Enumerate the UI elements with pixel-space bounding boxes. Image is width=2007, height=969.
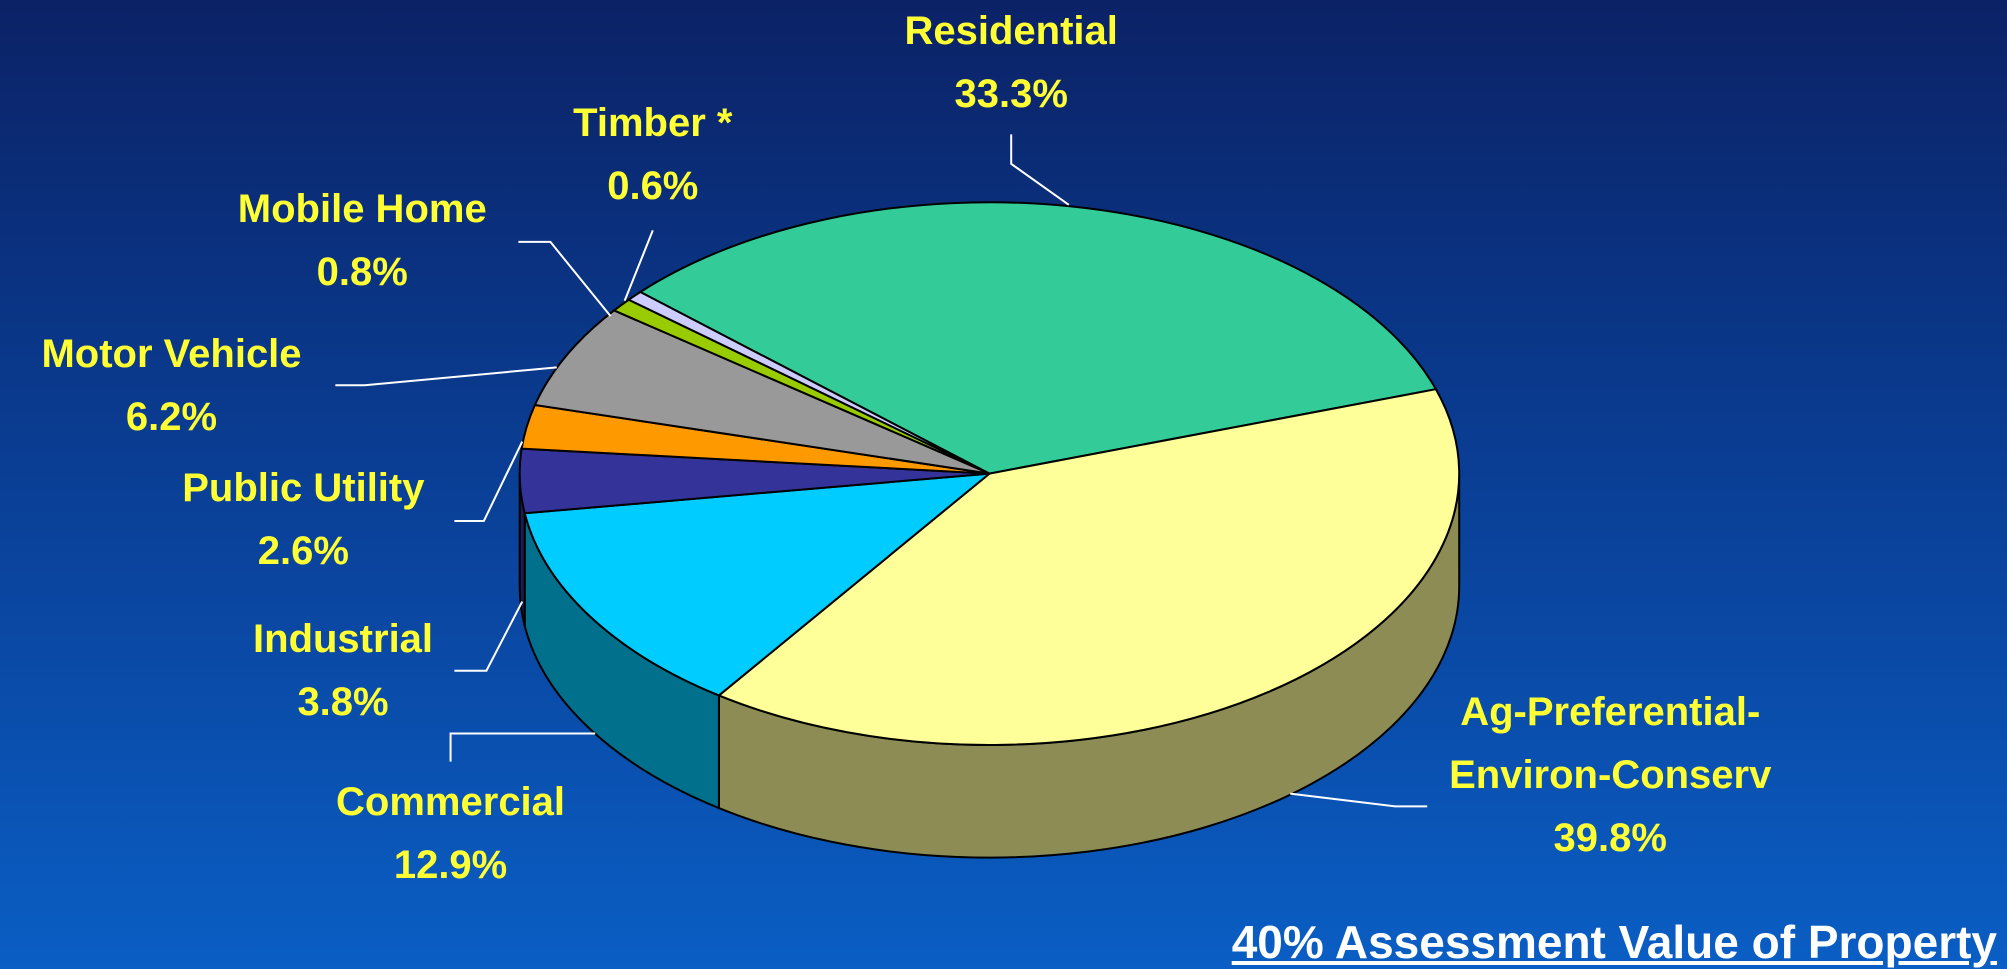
slice-label: Residential 33.3% [811,0,1211,126]
value-label: 33.3% [954,72,1068,116]
slice [626,290,990,475]
value-label: 0.6% [607,164,699,209]
leader-line [518,240,612,317]
category-label: Mobile Home [237,186,487,231]
leader-line [1010,134,1070,206]
value-label: 0.8% [316,249,408,294]
slice-label: Mobile Home 0.8% [162,178,562,304]
slice-label: Motor Vehicle 6.2% [0,323,372,449]
leader-line [454,441,524,522]
leader-line [454,601,524,672]
value-label: 39.8% [1553,815,1667,860]
category-label: Public Utility [182,465,425,510]
leader-line [1290,792,1428,808]
category-label: Commercial [336,779,566,824]
slice-label: Timber * 0.6% [453,92,853,218]
slice-label: Industrial 3.8% [143,608,543,734]
value-label: 6.2% [125,394,218,439]
category-label: Residential [904,9,1118,53]
slice-label: Public Utility 2.6% [103,457,503,583]
category-label: Timber * [573,101,733,146]
leader-line [449,732,596,762]
value-label: 3.8% [297,680,389,724]
leader-line [335,366,557,387]
slice [638,201,1438,475]
value-label: 12.9% [393,842,508,887]
slice [523,472,993,697]
slice [716,388,1461,746]
slice-label: Ag-Preferential-Environ-Conserv 39.8% [1430,681,1790,870]
category-label: Motor Vehicle [41,331,302,376]
slice-label: Commercial 12.9% [251,771,651,897]
category-label: Ag-Preferential-Environ-Conserv [1449,689,1772,797]
leader-line [623,230,654,302]
category-label: Industrial [253,617,434,661]
value-label: 2.6% [257,528,349,573]
chart-title: 40% Assessment Value of Property [1231,916,1997,968]
